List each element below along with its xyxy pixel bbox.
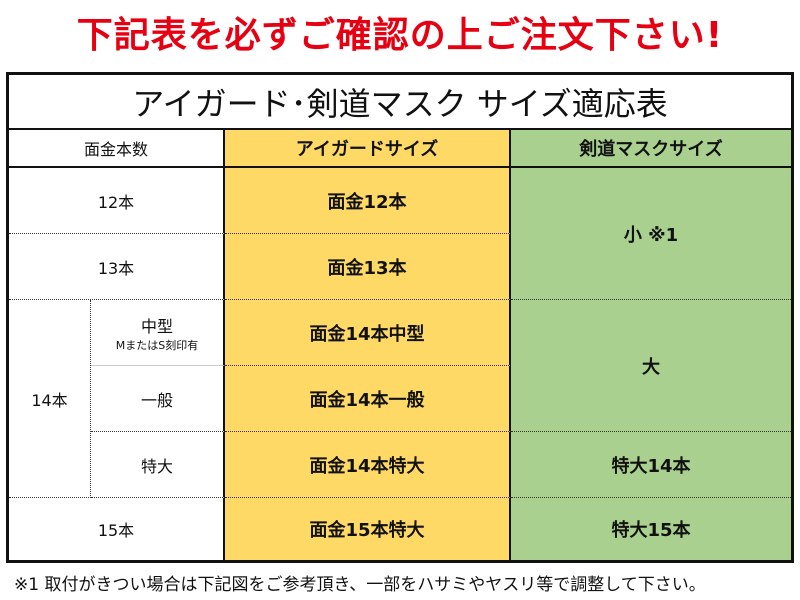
type-medium-note: MまたはS刻印有 xyxy=(115,338,199,352)
type-xl: 特大 xyxy=(91,432,225,498)
header-eyeguard: アイガードサイズ xyxy=(225,130,511,168)
count-14: 14本 xyxy=(9,300,91,498)
header-mask: 剣道マスクサイズ xyxy=(511,130,791,168)
count-13: 13本 xyxy=(9,234,225,300)
count-15: 15本 xyxy=(9,498,225,560)
eyeguard-14-xl: 面金14本特大 xyxy=(225,432,511,498)
eyeguard-15: 面金15本特大 xyxy=(225,498,511,560)
mask-large: 大 xyxy=(511,300,791,432)
table-title: アイガード･剣道マスク サイズ適応表 xyxy=(9,75,791,130)
footnote: ※1 取付がきつい場合は下記図をご参考頂き、一部をハサミやヤスリ等で調整して下さ… xyxy=(14,574,706,595)
type-medium-label: 中型 xyxy=(140,316,173,336)
type-medium: 中型 MまたはS刻印有 xyxy=(91,300,225,366)
mask-15: 特大15本 xyxy=(511,498,791,560)
notice-banner: 下記表を必ずご確認の上ご注文下さい! xyxy=(76,15,724,56)
type-general: 一般 xyxy=(91,366,225,432)
eyeguard-14-general: 面金14本一般 xyxy=(225,366,511,432)
eyeguard-12: 面金12本 xyxy=(225,168,511,234)
mask-small: 小 ※1 xyxy=(511,168,791,300)
eyeguard-13: 面金13本 xyxy=(225,234,511,300)
count-12: 12本 xyxy=(9,168,225,234)
size-table: アイガード･剣道マスク サイズ適応表 面金本数 アイガードサイズ 剣道マスクサイ… xyxy=(6,72,794,563)
eyeguard-14-medium: 面金14本中型 xyxy=(225,300,511,366)
mask-14-xl: 特大14本 xyxy=(511,432,791,498)
header-count: 面金本数 xyxy=(9,130,225,168)
